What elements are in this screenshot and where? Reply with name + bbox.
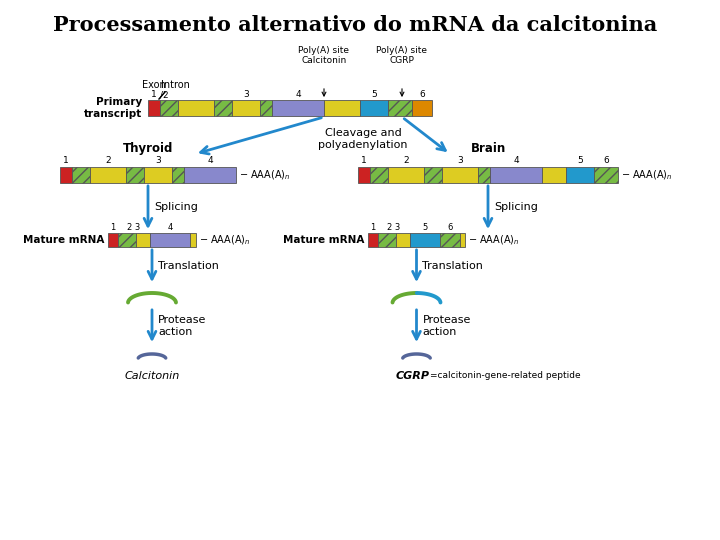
Text: Splicing: Splicing [494,202,538,213]
Text: Poly(A) site
CGRP: Poly(A) site CGRP [377,45,428,65]
Bar [190,233,196,247]
Bar [370,167,388,183]
Text: 2: 2 [403,156,409,165]
Bar [260,100,272,116]
Bar [440,233,460,247]
Bar [388,167,424,183]
Text: $-$ AAA(A)$_n$: $-$ AAA(A)$_n$ [621,168,672,182]
Text: 1: 1 [361,156,367,165]
Text: 4: 4 [513,156,519,165]
Bar [118,233,136,247]
Bar [232,100,260,116]
Bar [566,167,594,183]
Text: Brain: Brain [470,142,505,155]
Text: Translation: Translation [423,261,483,271]
Bar [460,233,465,247]
Bar [412,100,432,116]
Text: Mature mRNA: Mature mRNA [22,235,104,245]
Text: Translation: Translation [158,261,219,271]
Text: $-$ AAA(A)$_n$: $-$ AAA(A)$_n$ [239,168,290,182]
Text: Poly(A) site
Calcitonin: Poly(A) site Calcitonin [299,45,349,65]
Bar [172,167,184,183]
Bar [368,233,378,247]
Text: 5: 5 [371,90,377,99]
Text: CGRP: CGRP [395,371,430,381]
Bar [478,167,490,183]
Bar [324,100,360,116]
Bar [272,100,324,116]
Text: Processamento alternativo do mRNA da calcitonina: Processamento alternativo do mRNA da cal… [53,15,657,35]
Bar [136,233,150,247]
Text: Protease
action: Protease action [423,315,471,337]
Text: Exon: Exon [142,80,166,90]
Text: 3: 3 [243,90,249,99]
Text: 1: 1 [151,90,157,99]
Text: Calcitonin: Calcitonin [125,371,179,381]
Text: 5: 5 [577,156,583,165]
Bar [150,233,190,247]
Text: 3: 3 [457,156,463,165]
Text: 6: 6 [447,223,453,232]
Bar [178,100,214,116]
Text: Thyroid: Thyroid [123,142,174,155]
Text: 4: 4 [167,223,173,232]
Bar [126,167,144,183]
Text: 2: 2 [105,156,111,165]
Bar [358,167,370,183]
Text: Intron: Intron [161,80,189,90]
Text: Primary
transcript: Primary transcript [84,97,142,119]
Text: 4: 4 [295,90,301,99]
Bar [144,167,172,183]
Text: /2: /2 [160,90,168,99]
Text: 1: 1 [63,156,69,165]
Text: 6: 6 [419,90,425,99]
Text: 6: 6 [603,156,609,165]
Bar [184,167,236,183]
Bar [388,100,412,116]
Bar [442,167,478,183]
Text: $-$ AAA(A)$_n$: $-$ AAA(A)$_n$ [199,233,251,247]
Bar [90,167,126,183]
Bar [410,233,440,247]
Bar [60,167,72,183]
Text: Mature mRNA: Mature mRNA [283,235,364,245]
Text: Cleavage and
polyadenylation: Cleavage and polyadenylation [318,128,408,150]
Text: 2 3: 2 3 [127,223,140,232]
Bar [148,100,160,116]
Bar [490,167,542,183]
Bar [360,100,388,116]
Text: Splicing: Splicing [154,202,198,213]
Text: Protease
action: Protease action [158,315,207,337]
Bar [108,233,118,247]
Bar [214,100,232,116]
Bar [72,167,90,183]
Text: 3: 3 [155,156,161,165]
Text: 1: 1 [370,223,376,232]
Bar [594,167,618,183]
Text: 1: 1 [110,223,116,232]
Text: $-$ AAA(A)$_n$: $-$ AAA(A)$_n$ [468,233,520,247]
Text: 2 3: 2 3 [387,223,400,232]
Text: =calcitonin-gene-related peptide: =calcitonin-gene-related peptide [431,371,581,380]
Bar [160,100,178,116]
Bar [378,233,396,247]
Bar [424,167,442,183]
Text: 5: 5 [423,223,428,232]
Text: 4: 4 [207,156,213,165]
Bar [542,167,566,183]
Bar [396,233,410,247]
